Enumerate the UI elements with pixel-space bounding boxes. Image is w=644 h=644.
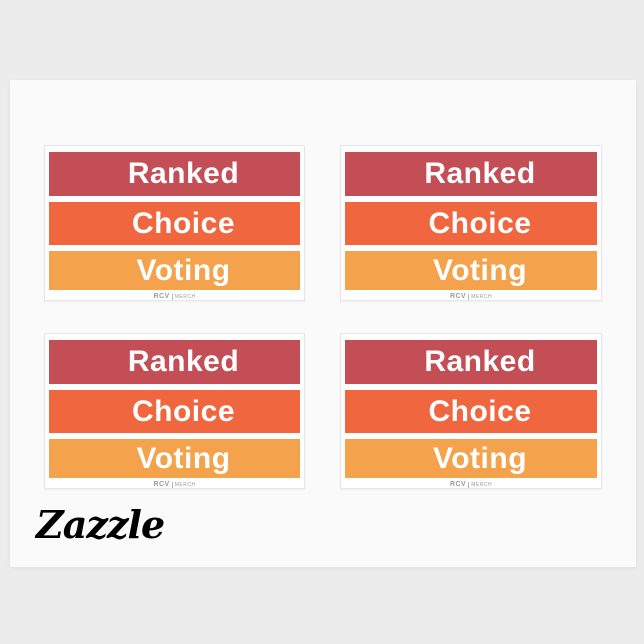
footer-divider [468, 481, 470, 488]
sticker-line-choice-label: Choice [131, 206, 236, 240]
sticker-line-voting-label: Voting [136, 441, 231, 475]
sticker-line-ranked: Ranked [49, 152, 300, 196]
sticker-line-choice-label: Choice [131, 394, 236, 428]
zazzle-watermark-logo: Zazzle [36, 502, 165, 547]
sticker-line-ranked-label: Ranked [424, 157, 536, 190]
sticker-line-ranked: Ranked [49, 340, 300, 384]
footer-brand-rcv: RCV [153, 481, 170, 488]
sticker-line-choice-label: Choice [428, 206, 532, 240]
sticker-line-ranked-label: Ranked [127, 345, 240, 378]
sticker-footer-brand: RCV MERCH [49, 290, 300, 303]
footer-brand-merch: MERCH [174, 293, 196, 300]
sticker-line-voting-label: Voting [432, 441, 528, 475]
sticker-line-ranked: Ranked [345, 340, 597, 384]
sticker-sheet: Ranked Choice Voting RCV MERCH Ranked Ch… [10, 80, 636, 567]
sticker-line-ranked-label: Ranked [127, 157, 240, 190]
sticker-line-choice: Choice [49, 390, 300, 433]
sticker-footer-brand: RCV MERCH [49, 478, 300, 491]
footer-brand-merch: MERCH [471, 293, 493, 300]
sticker-line-choice: Choice [345, 390, 597, 433]
sticker-product[interactable]: Ranked Choice Voting RCV MERCH [340, 333, 602, 489]
sticker-product[interactable]: Ranked Choice Voting RCV MERCH [340, 145, 602, 301]
footer-divider [171, 481, 173, 488]
footer-divider [171, 293, 173, 300]
footer-brand-merch: MERCH [174, 481, 196, 488]
footer-brand-merch: MERCH [471, 481, 493, 488]
footer-brand-rcv: RCV [449, 481, 467, 488]
sticker-line-choice: Choice [49, 202, 300, 245]
sticker-line-voting-label: Voting [136, 253, 231, 287]
sticker-line-voting: Voting [49, 439, 300, 478]
sticker-product[interactable]: Ranked Choice Voting RCV MERCH [44, 145, 305, 301]
sticker-line-voting: Voting [345, 251, 597, 290]
sticker-product[interactable]: Ranked Choice Voting RCV MERCH [44, 333, 305, 489]
sticker-line-choice-label: Choice [428, 394, 532, 428]
footer-brand-rcv: RCV [449, 293, 467, 300]
sticker-footer-brand: RCV MERCH [345, 290, 597, 303]
sticker-line-ranked-label: Ranked [424, 345, 536, 378]
sticker-line-voting-label: Voting [432, 253, 528, 287]
sticker-line-voting: Voting [345, 439, 597, 478]
footer-brand-rcv: RCV [153, 293, 170, 300]
sticker-line-choice: Choice [345, 202, 597, 245]
sticker-line-ranked: Ranked [345, 152, 597, 196]
sticker-line-voting: Voting [49, 251, 300, 290]
footer-divider [468, 293, 470, 300]
sticker-footer-brand: RCV MERCH [345, 478, 597, 491]
